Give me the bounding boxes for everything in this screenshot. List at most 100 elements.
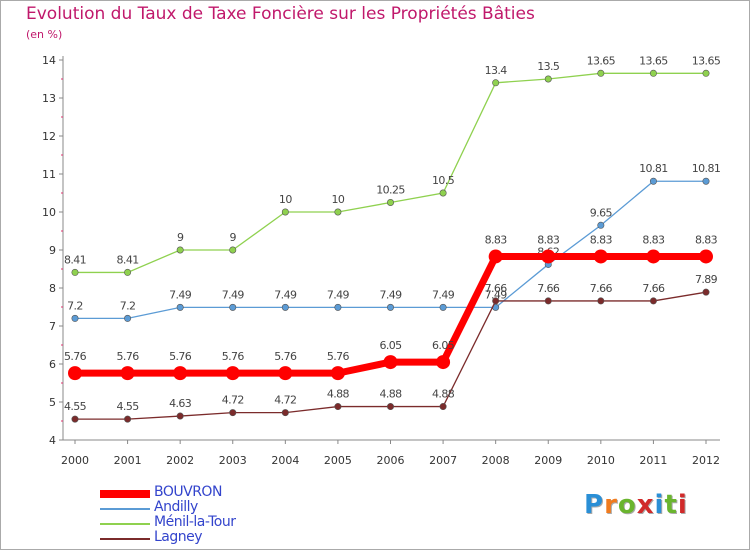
- data-label: 9: [230, 231, 237, 244]
- x-tick-label: 2009: [534, 454, 562, 467]
- y-tick-label: 9: [49, 244, 56, 257]
- logo-letter: i: [654, 490, 665, 520]
- data-label: 7.2: [120, 299, 136, 312]
- data-label: 7.49: [485, 288, 508, 301]
- data-label: 13.5: [537, 60, 560, 73]
- x-tick-label: 2002: [166, 454, 194, 467]
- data-point: [278, 366, 293, 381]
- data-point: [649, 69, 657, 77]
- data-label: 8.41: [117, 253, 139, 266]
- data-label: 13.65: [692, 54, 721, 67]
- data-point: [649, 297, 657, 305]
- data-label: 4.63: [169, 397, 192, 410]
- data-point: [702, 69, 710, 77]
- chart-title: Evolution du Taux de Taxe Foncière sur l…: [26, 4, 535, 24]
- legend-swatch: [100, 507, 150, 510]
- data-label: 10: [279, 193, 292, 206]
- data-label: 8.83: [642, 233, 665, 246]
- data-point: [646, 249, 661, 264]
- data-point: [649, 177, 657, 185]
- data-point: [334, 403, 342, 411]
- data-label: 7.2: [67, 299, 83, 312]
- data-label: 7.89: [695, 273, 718, 286]
- y-tick-label: 11: [42, 168, 56, 181]
- data-label: 7.66: [485, 282, 508, 295]
- logo-letter: P: [584, 490, 605, 520]
- data-label: 10.81: [639, 162, 668, 175]
- data-point: [71, 415, 79, 423]
- data-point: [124, 415, 132, 423]
- data-point: [334, 303, 342, 311]
- legend-label: Andilly: [154, 499, 198, 515]
- data-point: [593, 249, 608, 264]
- logo-letter: t: [664, 490, 678, 520]
- data-label: 4.55: [64, 400, 87, 413]
- data-point: [124, 268, 132, 276]
- x-tick-label: 2000: [61, 454, 89, 467]
- data-label: 7.49: [222, 288, 245, 301]
- data-point: [488, 249, 503, 264]
- data-point: [386, 199, 394, 207]
- legend-swatch: [100, 522, 150, 525]
- y-tick-label: 10: [42, 206, 56, 219]
- data-label: 4.55: [117, 400, 140, 413]
- data-point: [229, 246, 237, 254]
- data-point: [702, 288, 710, 296]
- proxiti-logo: Proxiti: [584, 490, 688, 520]
- data-label: 5.76: [222, 350, 245, 363]
- data-label: 8.83: [537, 233, 560, 246]
- data-point: [71, 268, 79, 276]
- data-label: 4.88: [432, 388, 455, 401]
- data-label: 5.76: [274, 350, 297, 363]
- data-point: [176, 246, 184, 254]
- data-label: 6.05: [379, 339, 402, 352]
- y-tick-label: 8: [49, 282, 56, 295]
- x-tick-label: 2001: [114, 454, 142, 467]
- series-m-nil-la-tour: 8.41 8.41 9 9 10 10 10.25 10.5 13.4 13.5 13.65 13.6…: [64, 54, 721, 276]
- logo-letter: o: [617, 490, 637, 520]
- data-point: [386, 303, 394, 311]
- data-point: [492, 297, 500, 305]
- data-label: 10.5: [432, 174, 455, 187]
- data-point: [541, 249, 556, 264]
- data-point: [120, 366, 135, 381]
- data-label: 13.65: [639, 54, 668, 67]
- data-point: [386, 403, 394, 411]
- legend-label: Lagney: [154, 529, 203, 545]
- data-label: 4.72: [274, 394, 296, 407]
- data-label: 7.66: [537, 282, 560, 295]
- data-label: 10.81: [692, 162, 721, 175]
- data-point: [71, 314, 79, 322]
- data-label: 7.49: [432, 288, 455, 301]
- legend-label: BOUVRON: [154, 484, 222, 500]
- data-label: 5.76: [64, 350, 87, 363]
- legend-swatch: [100, 489, 150, 498]
- data-point: [383, 355, 398, 370]
- data-point: [124, 314, 132, 322]
- data-point: [544, 297, 552, 305]
- data-point: [229, 409, 237, 417]
- data-label: 13.4: [485, 64, 508, 77]
- data-label: 10.25: [376, 184, 405, 197]
- y-axis-unit: (en %): [26, 28, 63, 41]
- data-label: 10: [332, 193, 345, 206]
- x-tick-label: 2010: [587, 454, 615, 467]
- data-point: [439, 189, 447, 197]
- data-point: [330, 366, 345, 381]
- data-point: [699, 249, 713, 264]
- x-tick-label: 2011: [639, 454, 667, 467]
- data-label: 5.76: [327, 350, 350, 363]
- data-point: [281, 303, 289, 311]
- logo-letter: x: [636, 490, 655, 520]
- data-point: [544, 75, 552, 83]
- logo-letter: i: [677, 490, 688, 520]
- data-label: 8.83: [485, 233, 508, 246]
- series-andilly: 7.27.27.497.497.497.497.497.497.498.629.…: [67, 162, 721, 322]
- data-point: [176, 412, 184, 420]
- data-point: [492, 79, 500, 87]
- data-label: 5.76: [117, 350, 140, 363]
- y-tick-label: 7: [49, 320, 56, 333]
- data-point: [176, 303, 184, 311]
